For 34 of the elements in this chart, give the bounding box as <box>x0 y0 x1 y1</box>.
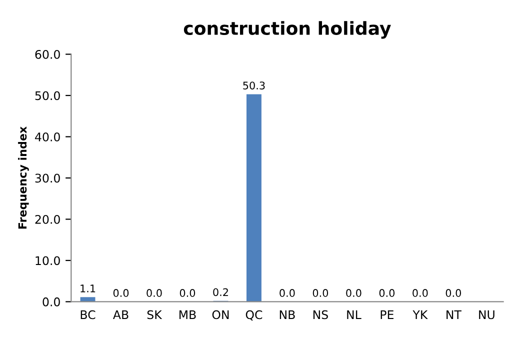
data-label: 1.1 <box>80 284 96 292</box>
data-label: 0.0 <box>312 289 328 297</box>
x-tick-label: NL <box>347 310 362 320</box>
x-tick-label: NB <box>280 310 295 320</box>
x-tick-label: PE <box>380 310 394 320</box>
data-label: 0.0 <box>146 289 162 297</box>
data-label: 0.0 <box>180 289 196 297</box>
x-tick-label: YK <box>412 310 428 320</box>
data-label: 0.0 <box>280 289 295 297</box>
y-tick-label: 10.0 <box>36 256 60 266</box>
x-tick-label: AB <box>113 310 128 320</box>
y-tick-label: 30.0 <box>35 174 60 183</box>
x-tick-label: SK <box>147 310 162 320</box>
data-label: 0.0 <box>379 289 395 297</box>
x-tick-label: QC <box>246 310 262 321</box>
y-tick-label: 20.0 <box>35 214 60 224</box>
x-tick-label: ON <box>212 310 229 320</box>
y-tick-label: 60.0 <box>35 50 60 59</box>
x-tick-label: NS <box>313 310 328 320</box>
data-label: 0.0 <box>412 289 428 297</box>
x-tick-label: NU <box>479 310 494 320</box>
data-label: 0.0 <box>446 289 462 297</box>
x-tick-label: BC <box>80 310 96 320</box>
data-label: 50.3 <box>243 82 265 90</box>
y-tick-label: 0.0 <box>42 297 60 306</box>
data-label: 0.0 <box>113 289 129 297</box>
x-tick-label: NT <box>446 310 462 320</box>
data-label: 0.0 <box>346 289 362 297</box>
x-tick-label: MB <box>180 310 196 320</box>
chart-title: construction holiday <box>184 21 391 39</box>
y-tick-label: 40.0 <box>35 132 60 142</box>
y-tick-label: 50.0 <box>35 91 60 100</box>
y-axis-title: Frequency index <box>18 126 29 229</box>
data-label: 0.2 <box>213 288 228 296</box>
